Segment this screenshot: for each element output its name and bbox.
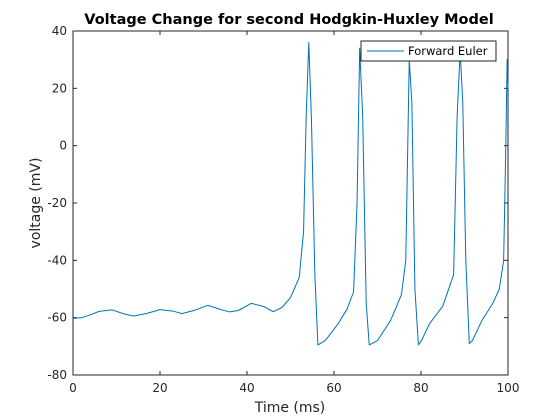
- legend-label-forward-euler: Forward Euler: [408, 44, 488, 58]
- y-tick-label: -40: [47, 253, 67, 267]
- x-axis: 0 20 40 60 80 100: [69, 31, 519, 395]
- y-tick-label: 0: [59, 139, 67, 153]
- x-tick-label: 60: [326, 381, 341, 395]
- y-tick-label: 20: [52, 81, 67, 95]
- x-tick-label: 100: [497, 381, 520, 395]
- y-tick-label: -60: [47, 311, 67, 325]
- plot-area: [72, 30, 509, 376]
- y-axis-title: voltage (mV): [28, 158, 44, 249]
- y-axis: -80 -60 -40 -20 0 20 40: [47, 24, 508, 382]
- legend[interactable]: Forward Euler: [360, 40, 497, 62]
- x-tick-label: 20: [152, 381, 167, 395]
- y-tick-label: 40: [52, 24, 67, 38]
- x-tick-label: 80: [413, 381, 428, 395]
- chart-title: Voltage Change for second Hodgkin-Huxley…: [84, 12, 493, 28]
- x-tick-label: 40: [239, 381, 254, 395]
- series-line-forward-euler: [72, 41, 509, 346]
- y-tick-label: -20: [47, 196, 67, 210]
- x-axis-title: Time (ms): [254, 400, 326, 416]
- x-tick-label: 0: [69, 381, 77, 395]
- legend-box: [360, 40, 497, 62]
- y-tick-label: -80: [47, 368, 67, 382]
- series-layer: [72, 41, 509, 346]
